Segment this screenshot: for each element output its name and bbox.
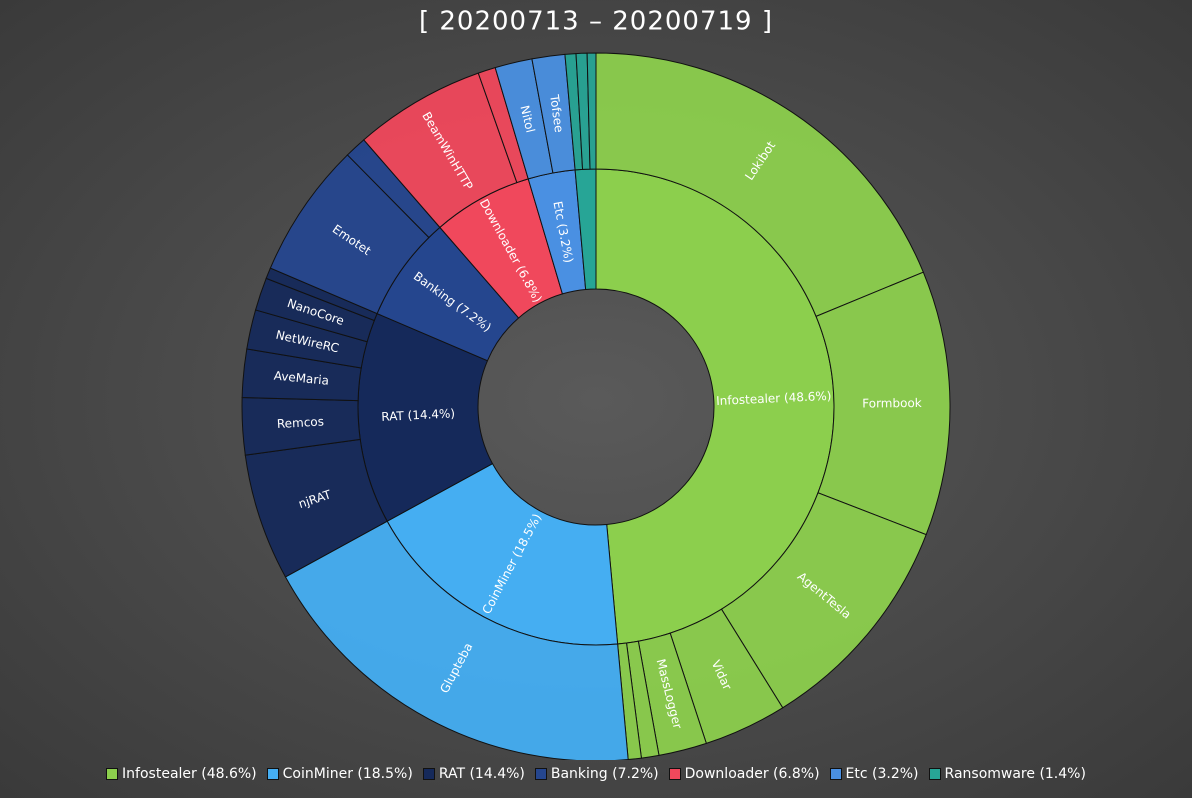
legend-swatch (106, 768, 119, 780)
legend-item: CoinMiner (18.5%) (266, 766, 413, 782)
outer-slice (586, 52, 597, 170)
chart-title: [ 20200713 – 20200719 ] (419, 7, 773, 37)
legend-label: Banking (7.2%) (550, 766, 659, 782)
legend-item: Ransomware (1.4%) (928, 766, 1086, 782)
legend-swatch (422, 768, 435, 780)
legend-swatch (266, 768, 279, 780)
legend: Infostealer (48.6%) CoinMiner (18.5%) RAT … (0, 766, 1192, 782)
legend-label: Ransomware (1.4%) (944, 766, 1086, 782)
legend-item: RAT (14.4%) (422, 766, 525, 782)
legend-swatch (928, 768, 941, 780)
legend-item: Downloader (6.8%) (668, 766, 820, 782)
outer-slice (284, 520, 629, 760)
outer-slice (595, 52, 924, 318)
legend-label: Etc (3.2%) (845, 766, 919, 782)
legend-label: Downloader (6.8%) (684, 766, 820, 782)
slice-label: Remcos (277, 414, 325, 431)
legend-item: Banking (7.2%) (534, 766, 659, 782)
legend-label: Infostealer (48.6%) (122, 766, 257, 782)
legend-swatch (829, 768, 842, 780)
slice-label: Formbook (862, 396, 922, 411)
chart: [ 20200713 – 20200719 ] LokibotFormbookA… (241, 7, 951, 760)
legend-swatch (534, 768, 547, 780)
legend-label: RAT (14.4%) (438, 766, 525, 782)
slice-label: Nitol (517, 104, 537, 134)
slice-label: AveMaria (273, 369, 329, 388)
legend-item: Infostealer (48.6%) (106, 766, 257, 782)
slice-label: Infostealer (48.6%) (716, 389, 832, 408)
legend-item: Etc (3.2%) (829, 766, 919, 782)
legend-swatch (668, 768, 681, 780)
slice-label: RAT (14.4%) (381, 406, 455, 424)
legend-label: CoinMiner (18.5%) (282, 766, 413, 782)
slice-label: Tofsee (547, 93, 566, 133)
